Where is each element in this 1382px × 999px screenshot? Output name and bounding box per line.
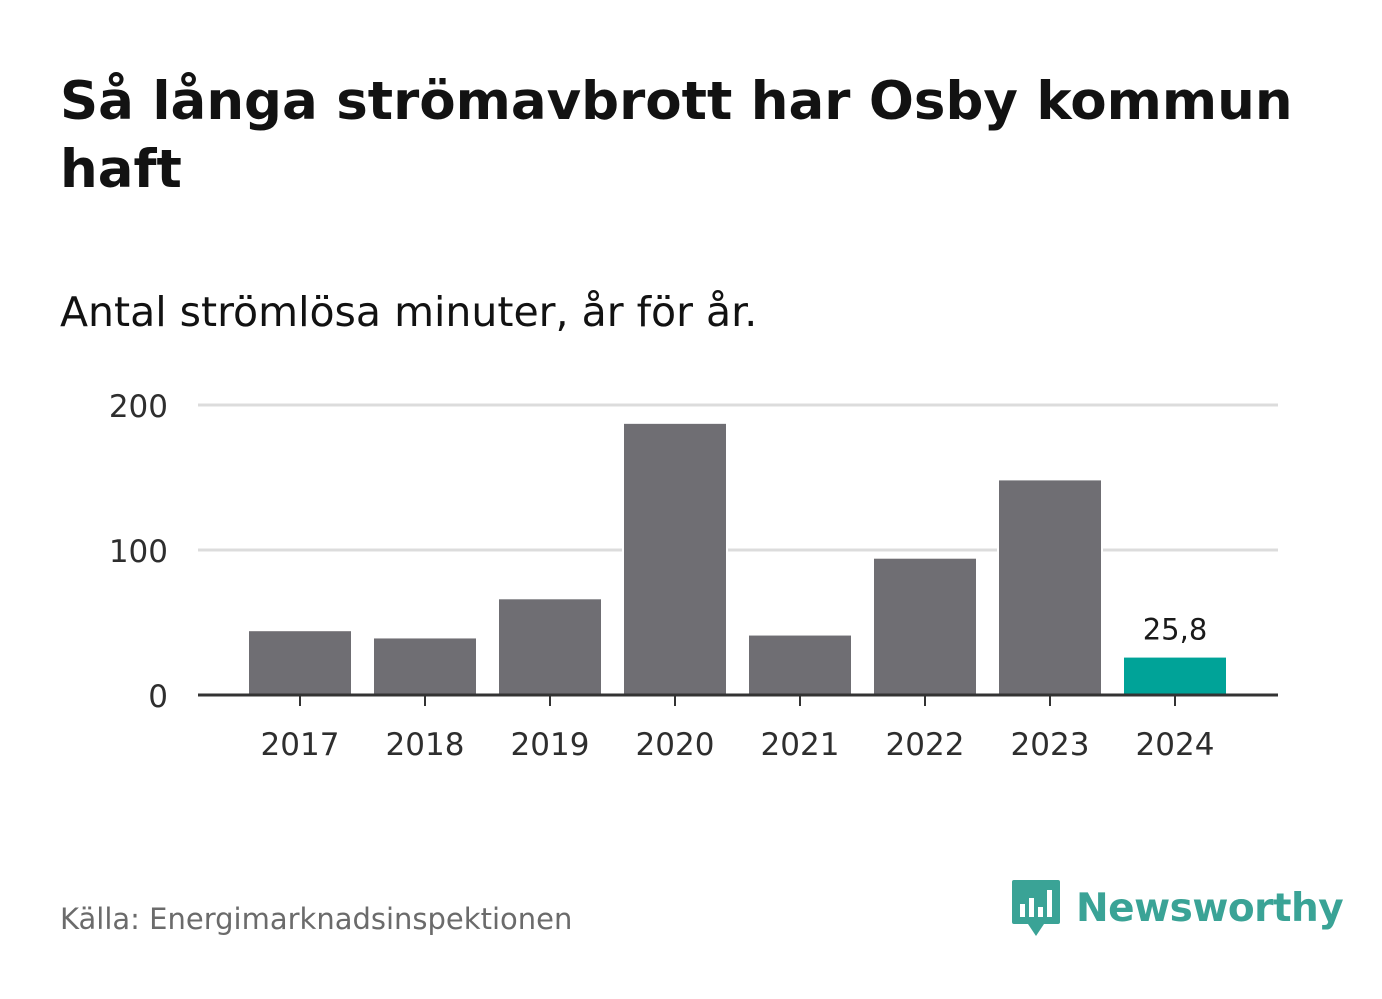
chart-subtitle: Antal strömlösa minuter, år för år.: [60, 288, 758, 336]
bar-2017: [247, 629, 353, 698]
source-note: Källa: Energimarknadsinspektionen: [60, 902, 573, 936]
brand-logo: Newsworthy: [1010, 878, 1344, 940]
data-label: 25,8: [1143, 613, 1208, 647]
gridlines: [198, 403, 1278, 552]
brand-name: Newsworthy: [1076, 886, 1344, 931]
x-axis: [198, 693, 1278, 706]
y-tick-label: 100: [109, 534, 168, 570]
x-tick-label: 2020: [636, 727, 715, 763]
chart-title: Så långa strömavbrott har Osby kommun ha…: [60, 71, 1293, 200]
x-tick-label: 2017: [261, 727, 340, 763]
bar-2021: [747, 633, 853, 697]
x-tick-label: 2018: [386, 727, 465, 763]
bar-chart: 0 100 200 2017 2018 2019 2020 2021 2022 2023 2024 2…: [109, 389, 1278, 763]
y-tick-label: 0: [148, 679, 168, 715]
x-tick-label: 2024: [1136, 727, 1215, 763]
x-tick-label: 2023: [1011, 727, 1090, 763]
bar-2022: [872, 556, 978, 698]
bar-2024: [1122, 655, 1228, 698]
bar-2023: [997, 478, 1103, 697]
bar-2019: [497, 597, 603, 697]
bar-2018: [372, 636, 478, 698]
x-tick-label: 2022: [886, 727, 965, 763]
labels: 0 100 200 2017 2018 2019 2020 2021 2022 2023 2024 2…: [109, 389, 1215, 763]
y-tick-label: 200: [109, 389, 168, 425]
x-tick-label: 2019: [511, 727, 590, 763]
bar-2020: [622, 421, 728, 697]
bars: [247, 421, 1228, 698]
x-tick-label: 2021: [761, 727, 840, 763]
newsworthy-logo-icon: [1012, 880, 1060, 936]
